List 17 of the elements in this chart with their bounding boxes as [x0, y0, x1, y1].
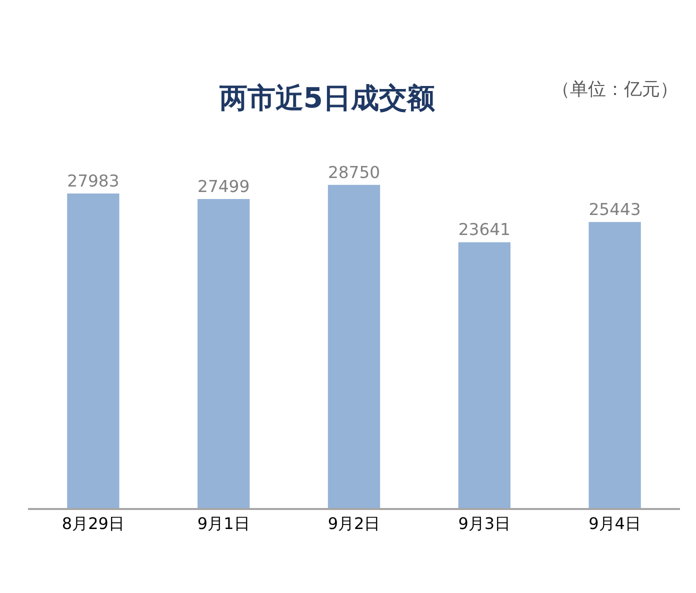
data-label: 25443 — [588, 200, 641, 219]
x-tick-label: 9月4日 — [588, 514, 641, 533]
text: （单位：亿元） — [552, 79, 678, 100]
bar — [198, 198, 250, 508]
data-label: 28750 — [328, 162, 380, 182]
bar — [67, 194, 120, 508]
bar — [458, 242, 510, 508]
x-tick-label: 9月1日 — [197, 514, 250, 533]
chart-title: 两市近5日成交额 — [218, 82, 436, 115]
data-label: 23641 — [458, 220, 510, 240]
bar — [328, 184, 380, 508]
x-tick-label: 9月2日 — [328, 514, 380, 533]
data-label: 27983 — [67, 171, 120, 190]
x-tick-label: 9月3日 — [458, 514, 511, 533]
bar — [588, 222, 641, 508]
x-tick-label: 8月29日 — [62, 514, 124, 533]
data-label: 27499 — [198, 176, 250, 196]
